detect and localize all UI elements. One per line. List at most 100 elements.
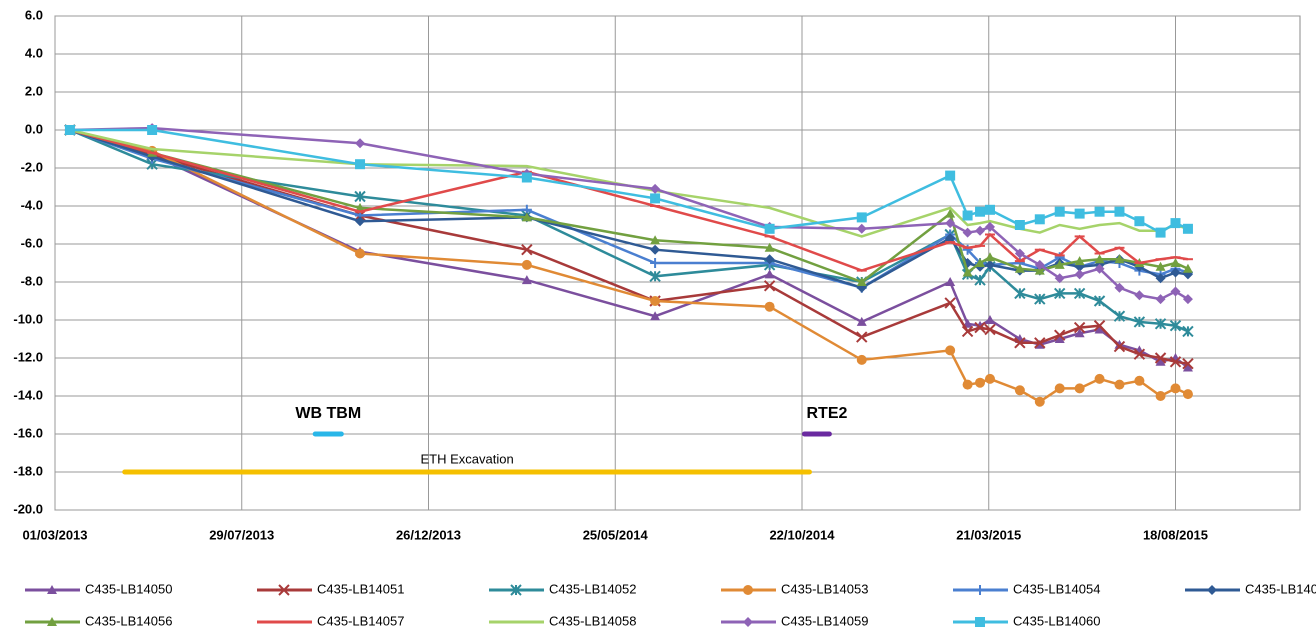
legend-marker <box>975 617 985 627</box>
legend-marker <box>510 584 522 596</box>
annotation-label: RTE2 <box>806 405 847 422</box>
data-point <box>1094 263 1105 274</box>
y-tick-label: -12.0 <box>13 349 43 364</box>
data-point <box>1114 254 1125 264</box>
data-point <box>521 172 532 183</box>
data-point <box>64 125 75 135</box>
data-point <box>984 315 995 324</box>
data-point <box>650 193 661 204</box>
data-point <box>1155 261 1166 271</box>
data-point <box>1014 248 1025 259</box>
data-point <box>974 321 986 334</box>
data-point <box>1170 258 1181 267</box>
data-point <box>521 275 532 285</box>
data-point <box>650 296 661 306</box>
data-point <box>1094 254 1105 264</box>
data-point <box>1182 357 1194 370</box>
data-point <box>355 216 366 227</box>
data-point <box>1054 259 1065 269</box>
annotation-label: WB TBM <box>295 405 361 422</box>
data-point <box>1182 223 1193 234</box>
data-point <box>1034 396 1045 407</box>
data-point <box>1034 293 1046 305</box>
data-point <box>521 259 532 270</box>
data-point <box>1073 287 1086 300</box>
data-point <box>962 267 973 277</box>
data-point <box>945 277 956 286</box>
data-point <box>1170 286 1181 297</box>
data-point <box>1154 318 1167 330</box>
legend-label: C435-LB14050 <box>85 581 172 596</box>
data-point <box>1014 337 1026 349</box>
x-tick-label: 22/10/2014 <box>769 527 835 542</box>
data-point <box>1133 316 1146 328</box>
legend-marker <box>1207 585 1217 595</box>
annotation-label: ETH Excavation <box>420 451 513 466</box>
data-point <box>945 218 956 229</box>
data-point <box>1169 356 1182 368</box>
data-point <box>650 235 661 245</box>
data-point <box>962 379 973 390</box>
data-point <box>1014 287 1026 300</box>
data-point <box>1155 391 1166 401</box>
y-tick-label: 2.0 <box>25 83 43 98</box>
data-point <box>1155 273 1166 284</box>
data-point <box>1182 325 1194 338</box>
data-point <box>355 138 366 149</box>
data-point <box>764 254 775 265</box>
data-point <box>962 227 973 238</box>
data-point <box>984 373 995 384</box>
y-tick-label: 0.0 <box>25 121 43 136</box>
data-point <box>1155 227 1166 238</box>
data-point <box>1182 263 1193 273</box>
data-point <box>945 233 956 244</box>
data-point <box>763 280 776 292</box>
data-point <box>521 243 533 256</box>
data-point <box>1093 319 1106 332</box>
data-point <box>1134 290 1145 301</box>
legend-label: C435-LB14053 <box>781 581 868 596</box>
x-tick-label: 29/07/2013 <box>209 527 274 542</box>
data-point <box>650 311 661 321</box>
data-point <box>1054 206 1065 217</box>
data-point <box>764 269 775 279</box>
data-point <box>764 223 775 234</box>
data-point <box>1014 263 1025 273</box>
legend-label: C435-LB14052 <box>549 581 636 596</box>
y-tick-label: -8.0 <box>21 273 43 288</box>
data-point <box>1155 294 1166 305</box>
data-point <box>1074 328 1085 338</box>
legend-label: C435-LB14054 <box>1013 581 1100 596</box>
legend-label: C435-LB14058 <box>549 613 636 628</box>
data-point <box>354 190 366 203</box>
data-point <box>1034 259 1045 270</box>
data-point <box>856 354 867 365</box>
data-point <box>1170 218 1181 229</box>
data-point <box>1182 389 1193 400</box>
data-point <box>1034 214 1045 225</box>
data-point <box>764 301 775 312</box>
data-point <box>1133 348 1146 360</box>
data-point <box>1114 379 1125 390</box>
data-point <box>1074 208 1085 219</box>
data-point <box>1154 352 1167 364</box>
data-point <box>962 210 973 221</box>
x-tick-label: 26/12/2013 <box>396 527 461 542</box>
data-point <box>650 244 661 255</box>
series-line <box>69 128 1189 365</box>
legend-label: C435-LB14056 <box>85 613 172 628</box>
data-point <box>975 258 986 267</box>
data-point <box>856 316 867 326</box>
data-point <box>945 208 956 218</box>
y-tick-label: -10.0 <box>13 311 43 326</box>
data-point <box>984 259 995 270</box>
data-point <box>856 212 867 223</box>
data-point <box>1014 220 1025 230</box>
data-point <box>355 159 366 170</box>
series-line <box>69 128 1189 369</box>
data-point <box>945 345 956 356</box>
data-point <box>355 248 366 259</box>
data-point <box>975 206 986 217</box>
y-tick-label: -14.0 <box>13 387 43 402</box>
